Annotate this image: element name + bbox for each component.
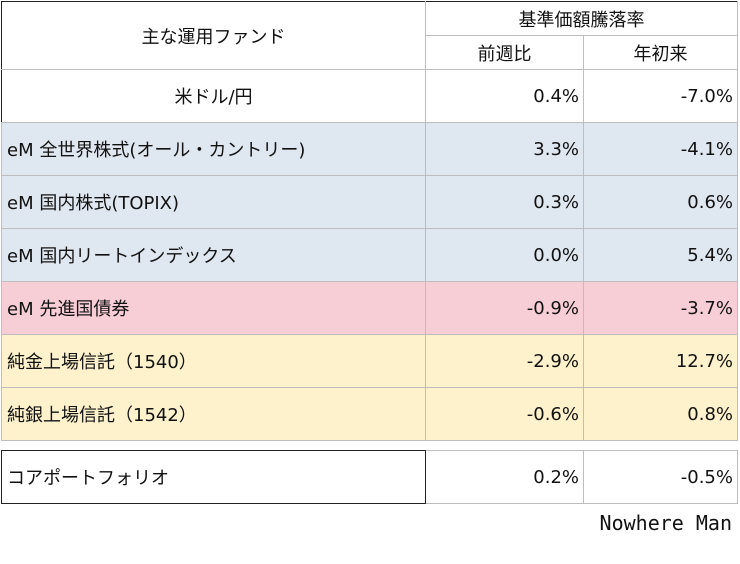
week-change: 0.4% [425,69,584,123]
week-change: 3.3% [425,122,584,176]
fund-performance-table: 主な運用ファンド 基準価額騰落率 前週比 年初来 米ドル/円 0.4% -7.0… [1,1,738,441]
fund-name: 純銀上場信託（1542） [1,387,426,441]
header-row-bottom: 前週比 年初来 [2,35,738,70]
table-row: eM 国内リートインデックス 0.0% 5.4% [1,228,738,282]
ytd-change: 12.7% [583,334,738,388]
week-change: -0.6% [425,387,584,441]
ytd-change: 0.8% [583,387,738,441]
week-change: -0.9% [425,281,584,335]
ytd-change: 0.6% [583,175,738,229]
fund-name: eM 国内リートインデックス [1,228,426,282]
table-row: 純銀上場信託（1542） -0.6% 0.8% [1,387,738,441]
fund-column-header: 主な運用ファンド [1,1,426,70]
week-change: -2.9% [425,334,584,388]
ytd-change: 5.4% [583,228,738,282]
table-row: 米ドル/円 0.4% -7.0% [1,69,738,123]
core-portfolio-row: コアポートフォリオ 0.2% -0.5% [1,450,738,504]
return-group-header: 基準価額騰落率 [425,1,738,36]
fund-name: eM 全世界株式(オール・カントリー) [1,122,426,176]
fund-name: 米ドル/円 [1,69,426,123]
core-portfolio-name: コアポートフォリオ [1,450,426,504]
ytd-change: -4.1% [583,122,738,176]
table-row: eM 全世界株式(オール・カントリー) 3.3% -4.1% [1,122,738,176]
ytd-change: -7.0% [583,69,738,123]
ytd-column-header: 年初来 [583,35,738,70]
header-row-top: 主な運用ファンド 基準価額騰落率 [1,1,738,70]
core-portfolio-table: コアポートフォリオ 0.2% -0.5% [1,450,738,504]
fund-name: eM 先進国債券 [1,281,426,335]
ytd-change: -3.7% [583,281,738,335]
author-credit: Nowhere Man [599,511,732,535]
week-column-header: 前週比 [425,35,584,70]
table-row: eM 先進国債券 -0.9% -3.7% [1,281,738,335]
fund-name: 純金上場信託（1540） [1,334,426,388]
core-ytd-change: -0.5% [583,450,738,504]
fund-name: eM 国内株式(TOPIX) [1,175,426,229]
week-change: 0.0% [425,228,584,282]
core-week-change: 0.2% [425,450,584,504]
week-change: 0.3% [425,175,584,229]
table-row: eM 国内株式(TOPIX) 0.3% 0.6% [1,175,738,229]
table-row: 純金上場信託（1540） -2.9% 12.7% [1,334,738,388]
